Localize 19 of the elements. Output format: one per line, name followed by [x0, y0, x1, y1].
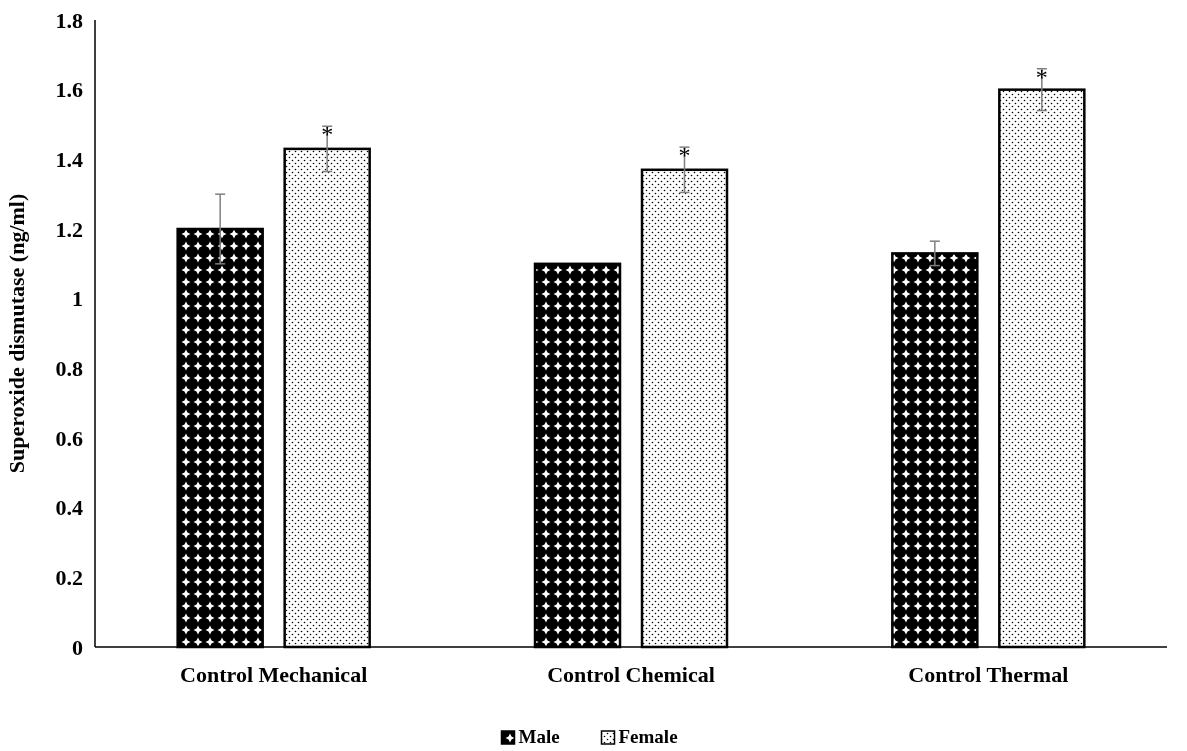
y-tick-label: 1.6	[55, 77, 83, 103]
y-tick-label: 0	[72, 634, 83, 660]
legend-label: Female	[618, 726, 678, 747]
x-tick-label: Control Chemical	[547, 662, 715, 687]
x-tick-label: Control Mechanical	[180, 662, 368, 687]
y-tick-label: 1.2	[55, 216, 83, 242]
x-tick-label: Control Thermal	[908, 662, 1069, 687]
annotation: *	[678, 142, 691, 169]
y-tick-label: 0.4	[55, 495, 83, 521]
y-tick-label: 0.2	[55, 565, 83, 591]
legend-label: Male	[518, 726, 560, 747]
y-axis-title: Superoxide dismutase (ng/ml)	[4, 193, 29, 474]
y-tick-label: 1	[72, 286, 83, 312]
annotation: *	[321, 121, 334, 148]
y-tick-label: 0.6	[55, 425, 83, 451]
y-tick-label: 1.4	[55, 147, 83, 173]
y-tick-label: 1.8	[55, 7, 83, 33]
y-tick-label: 0.8	[55, 356, 83, 382]
annotation: *	[1035, 63, 1048, 90]
